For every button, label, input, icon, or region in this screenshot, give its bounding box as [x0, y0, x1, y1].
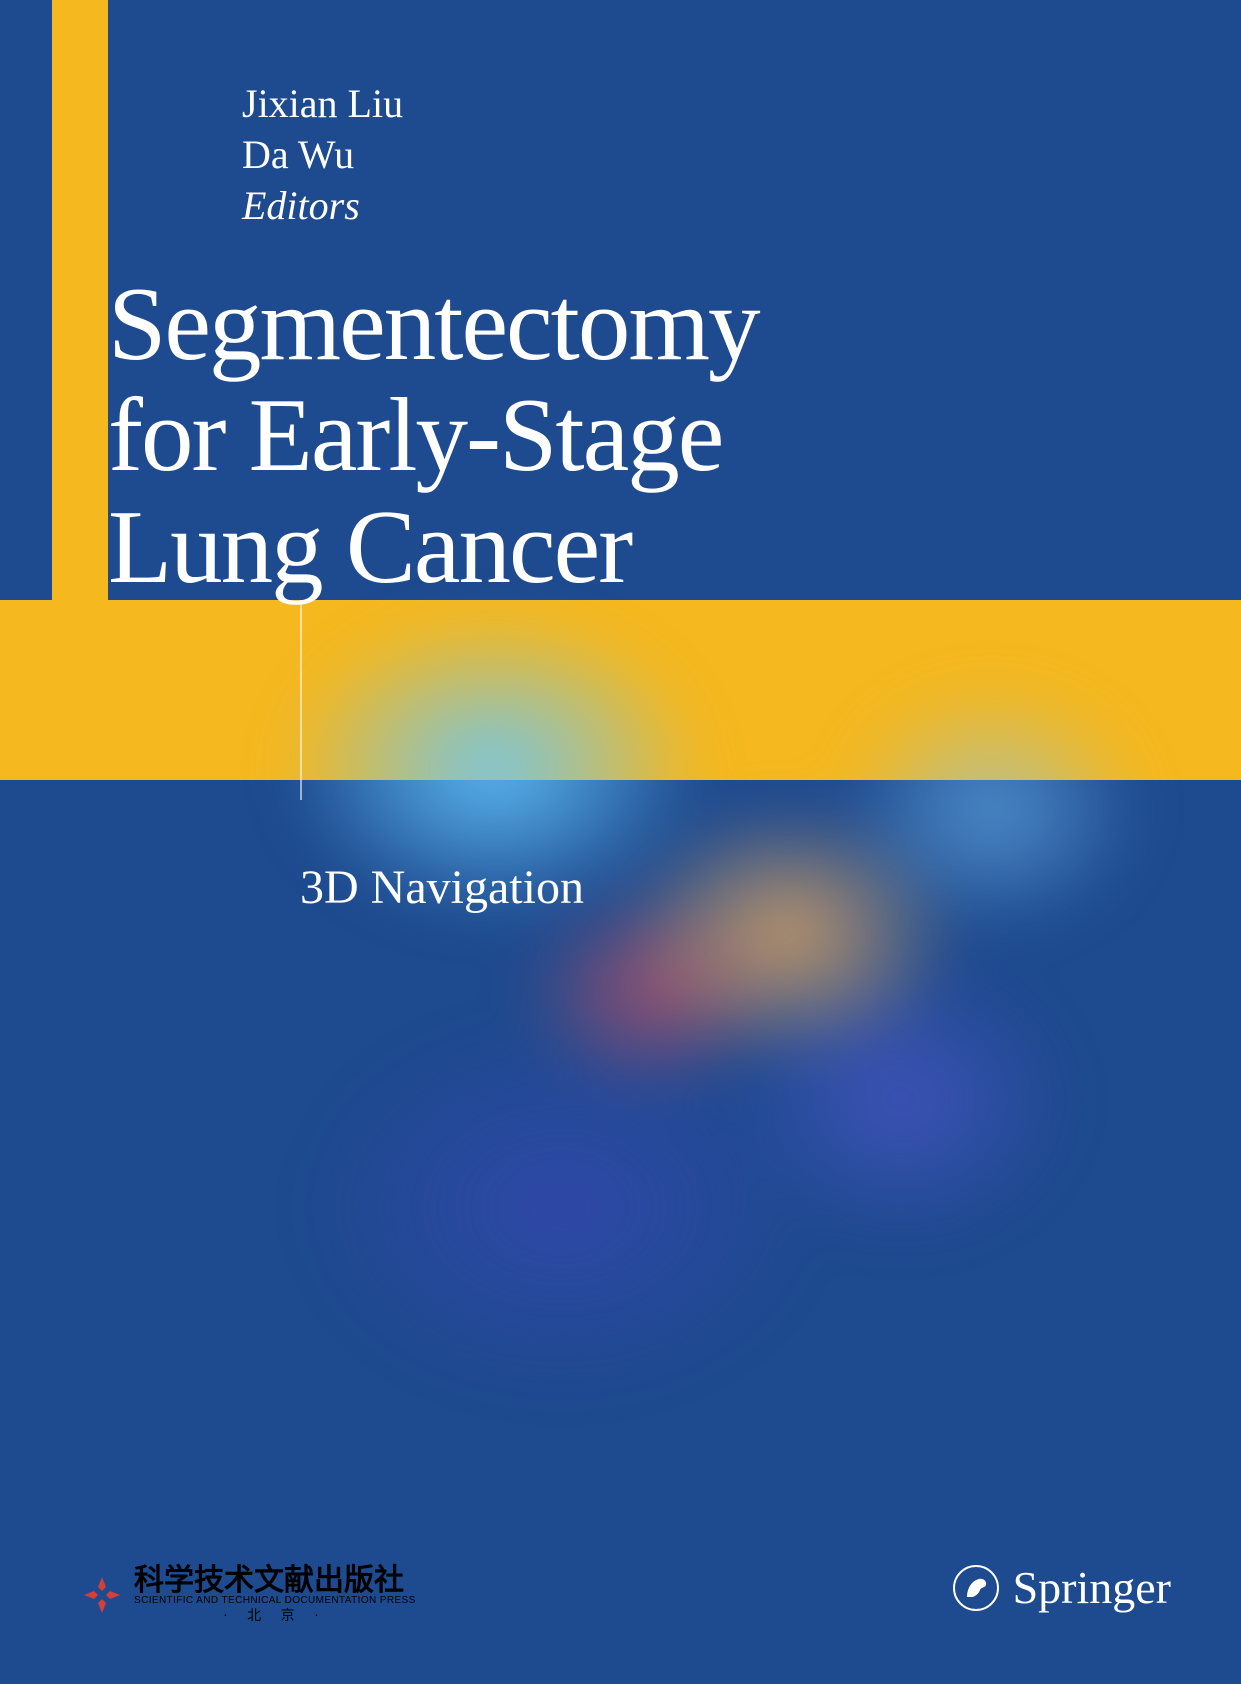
publisher-name: Springer [1013, 1561, 1171, 1614]
copublisher-name-cn: 科学技术文献出版社 [134, 1566, 416, 1596]
book-cover: Jixian Liu Da Wu Editors Segmentectomy f… [0, 0, 1241, 1684]
editor-name: Jixian Liu [242, 78, 403, 129]
springer-horse-icon [953, 1565, 999, 1611]
editors-role-label: Editors [242, 180, 403, 231]
copublisher-name-en: SCIENTIFIC AND TECHNICAL DOCUMENTATION P… [134, 1596, 416, 1606]
book-subtitle: 3D Navigation [300, 860, 584, 915]
copublisher-text: 科学技术文献出版社 SCIENTIFIC AND TECHNICAL DOCUM… [134, 1566, 416, 1624]
editor-name: Da Wu [242, 129, 403, 180]
cover-art-blur [108, 560, 1241, 1390]
title-line: Lung Cancer [108, 491, 759, 602]
editors-block: Jixian Liu Da Wu Editors [242, 78, 403, 232]
vertical-divider [300, 600, 302, 800]
copublisher-block: 科学技术文献出版社 SCIENTIFIC AND TECHNICAL DOCUM… [80, 1566, 416, 1624]
book-title: Segmentectomy for Early-Stage Lung Cance… [108, 268, 759, 602]
title-line: for Early-Stage [108, 379, 759, 490]
title-line: Segmentectomy [108, 268, 759, 379]
footer: 科学技术文献出版社 SCIENTIFIC AND TECHNICAL DOCUM… [0, 1544, 1241, 1684]
publisher-block: Springer [953, 1561, 1171, 1614]
copublisher-location: · 北 京 · [134, 1610, 416, 1624]
copublisher-logo-icon [80, 1573, 124, 1617]
